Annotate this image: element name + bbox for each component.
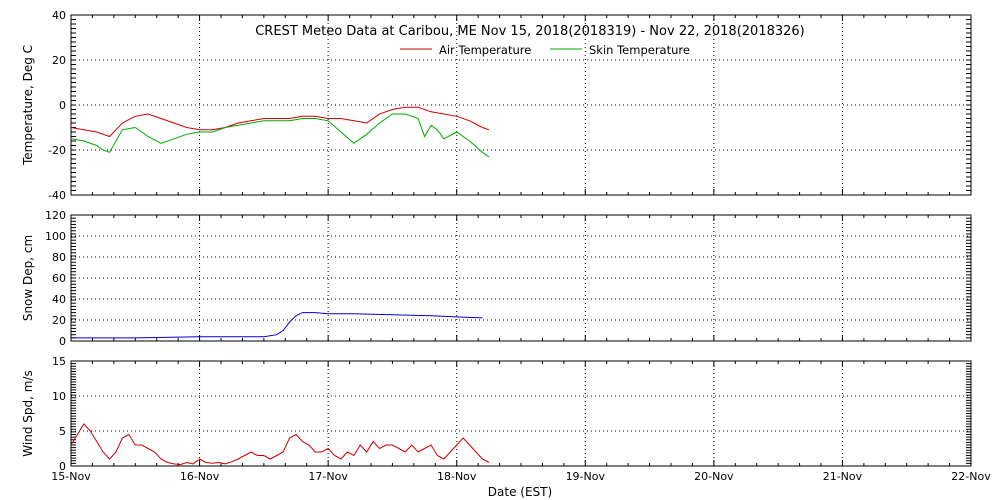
- y-tick-label: -40: [48, 189, 66, 202]
- x-tick-label: 17-Nov: [308, 470, 348, 483]
- y-tick-label: 5: [59, 425, 66, 438]
- panel-1: 40 20 0 -20 -40 Temperature, Deg C: [21, 9, 972, 202]
- y-tick-label: 15: [52, 355, 66, 368]
- y-tick-label: 0: [59, 99, 66, 112]
- legend-skin-label: Skin Temperature: [589, 43, 690, 57]
- x-tick-label: 18-Nov: [437, 470, 477, 483]
- panel-3: 15 10 5 0 Wind Spd, m/s: [21, 355, 972, 473]
- y-axis-label: Temperature, Deg C: [21, 45, 35, 166]
- legend: Air Temperature Skin Temperature: [400, 43, 690, 57]
- y-axis-label: Snow Dep, cm: [21, 235, 35, 321]
- y-tick-label: 10: [52, 390, 66, 403]
- x-tick-label: 21-Nov: [823, 470, 863, 483]
- y-tick-label: 100: [45, 230, 66, 243]
- series-line-panel2: [71, 312, 483, 339]
- y-tick-label: -20: [48, 144, 66, 157]
- y-tick-label: 40: [52, 293, 66, 306]
- x-tick-label: 22-Nov: [951, 470, 991, 483]
- x-tick-label: 15-Nov: [51, 470, 91, 483]
- x-tick-label: 16-Nov: [180, 470, 220, 483]
- plot-frame: [70, 214, 972, 342]
- legend-air-label: Air Temperature: [439, 43, 531, 57]
- y-tick-label: 120: [45, 209, 66, 222]
- series-line-skin-temperature: [70, 113, 490, 158]
- y-tick-label: 0: [59, 460, 66, 473]
- plot-frame: [70, 360, 972, 467]
- y-tick-label: 20: [52, 54, 66, 67]
- series-line-panel3: [70, 423, 490, 466]
- plot-frame: [70, 14, 972, 196]
- panel-2: 120 100 80 60 40 20 0 Snow Dep, cm: [21, 209, 972, 348]
- x-tick-label: 19-Nov: [566, 470, 606, 483]
- chart-title: CREST Meteo Data at Caribou, ME Nov 15, …: [255, 24, 805, 39]
- y-tick-label: 60: [52, 272, 66, 285]
- y-axis-label: Wind Spd, m/s: [21, 370, 35, 456]
- y-tick-label: 0: [59, 335, 66, 348]
- y-tick-label: 40: [52, 9, 66, 22]
- y-tick-label: 80: [52, 251, 66, 264]
- x-tick-label: 20-Nov: [694, 470, 734, 483]
- series-line-air-temperature: [70, 106, 490, 138]
- x-axis-label: Date (EST): [488, 485, 552, 499]
- y-tick-label: 20: [52, 314, 66, 327]
